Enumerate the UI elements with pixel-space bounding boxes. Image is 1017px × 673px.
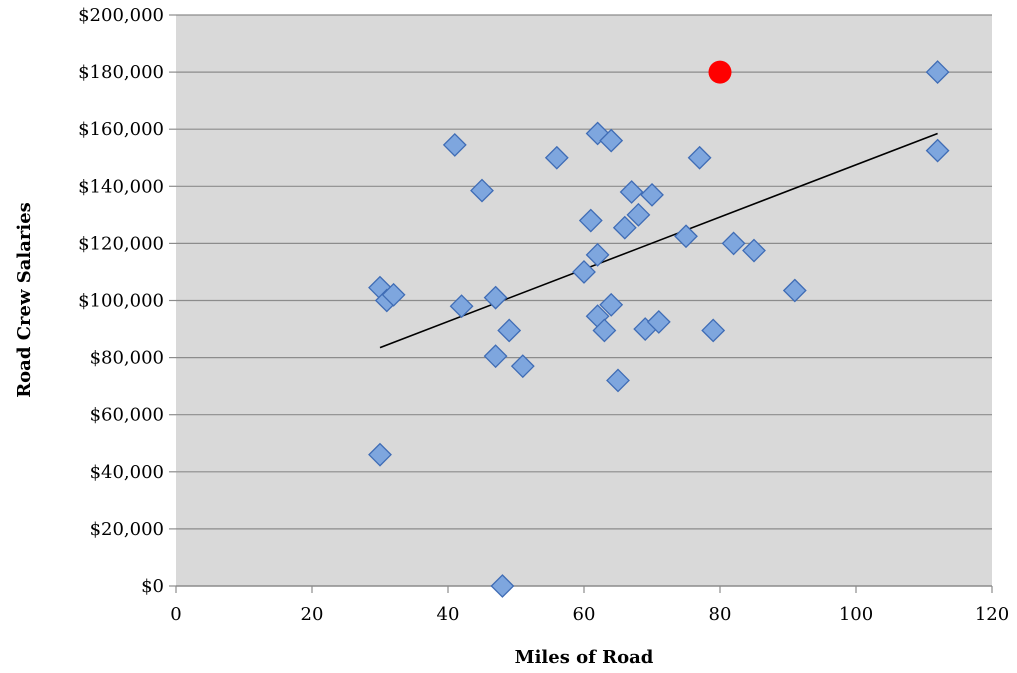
data-point — [585, 242, 610, 267]
data-point — [701, 318, 726, 343]
y-tick-label: $180,000 — [78, 62, 164, 83]
y-tick-label: $140,000 — [78, 176, 164, 197]
y-axis-ticks: $0 $20,000 $40,000 $60,000 $80,000 $100,000 $1… — [78, 5, 176, 597]
data-point — [599, 128, 624, 153]
highlighted-data-point — [708, 60, 732, 84]
trendline — [379, 132, 938, 349]
data-point — [572, 260, 596, 284]
data-point — [497, 318, 522, 343]
gridlines — [176, 14, 992, 530]
data-point — [510, 354, 535, 379]
data-point — [449, 294, 474, 319]
data-point — [619, 180, 644, 204]
data-point — [925, 60, 950, 85]
x-tick-label: 120 — [975, 604, 1009, 625]
data-point — [368, 442, 392, 467]
data-point — [721, 231, 746, 256]
data-point — [687, 145, 712, 170]
y-axis-title: Road Crew Salaries — [14, 202, 35, 398]
y-tick-label: $160,000 — [78, 119, 164, 140]
x-axis-ticks: 0 20 40 60 80 100 120 — [170, 586, 1009, 625]
x-tick-label: 0 — [170, 604, 181, 625]
data-point — [646, 309, 671, 334]
data-point — [490, 574, 515, 598]
data-point — [606, 368, 630, 393]
data-point — [592, 318, 617, 343]
data-point — [483, 344, 508, 369]
data-point — [442, 132, 467, 157]
y-tick-label: $20,000 — [90, 519, 164, 540]
data-point — [925, 138, 950, 163]
data-point — [578, 208, 603, 233]
data-point — [640, 182, 664, 207]
data-point — [674, 224, 698, 249]
data-point — [599, 292, 624, 317]
x-tick-label: 40 — [437, 604, 460, 625]
data-point — [470, 178, 494, 203]
data-point — [544, 145, 569, 170]
x-tick-label: 20 — [301, 604, 324, 625]
data-point — [381, 282, 406, 307]
y-tick-label: $0 — [141, 576, 164, 597]
data-points — [368, 60, 950, 598]
y-tick-label: $200,000 — [78, 5, 164, 26]
data-point — [626, 202, 651, 227]
x-tick-label: 100 — [839, 604, 873, 625]
y-tick-label: $80,000 — [90, 348, 164, 369]
y-tick-label: $40,000 — [90, 462, 164, 483]
data-point — [742, 238, 766, 263]
data-point — [782, 278, 807, 303]
x-tick-label: 60 — [573, 604, 596, 625]
y-tick-label: $120,000 — [78, 233, 164, 254]
y-tick-label: $100,000 — [78, 291, 164, 312]
x-tick-label: 80 — [709, 604, 732, 625]
data-point — [483, 285, 508, 310]
y-tick-label: $60,000 — [90, 405, 164, 426]
x-axis-title: Miles of Road — [515, 647, 654, 668]
data-point — [612, 215, 637, 240]
